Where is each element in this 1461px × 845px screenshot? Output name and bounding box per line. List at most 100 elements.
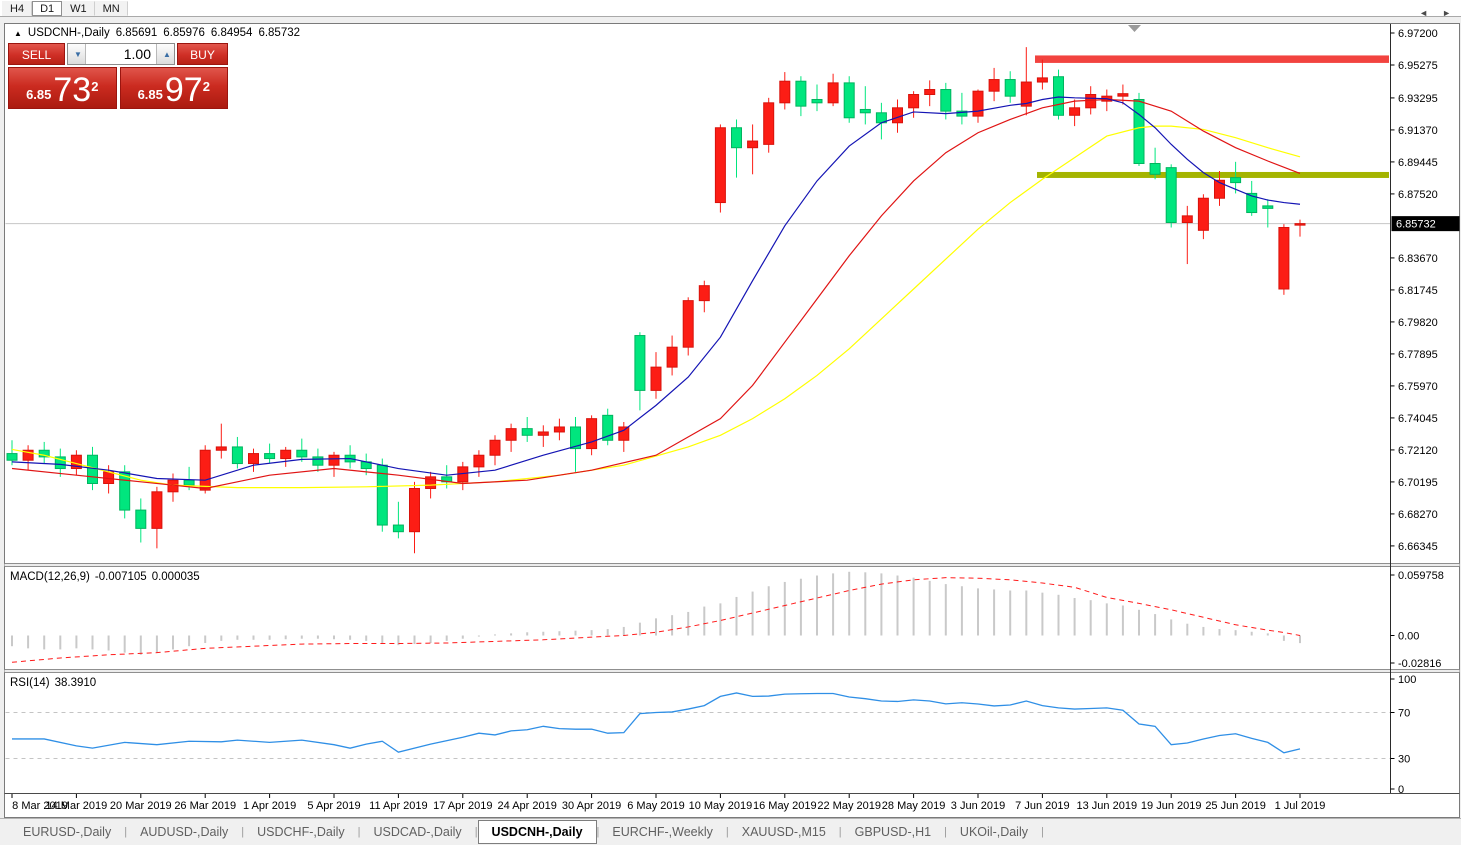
svg-text:28 May 2019: 28 May 2019 — [882, 800, 946, 812]
svg-text:14 Mar 2019: 14 Mar 2019 — [46, 800, 108, 812]
tab-separator: | — [596, 826, 600, 838]
svg-text:0: 0 — [1398, 784, 1404, 796]
quote-close: 6.85732 — [258, 27, 301, 39]
buy-button[interactable]: BUY — [177, 43, 228, 65]
tab-ukoil-daily[interactable]: UKOil-,Daily — [959, 825, 1028, 839]
svg-text:6.89445: 6.89445 — [1398, 157, 1438, 169]
sr-bands-layer — [1035, 55, 1389, 178]
volume-increase-icon[interactable]: ▲ — [156, 44, 174, 64]
ma-mid-red-line — [11, 98, 1301, 490]
buy-price-small: 6.85 — [137, 87, 163, 102]
quote-open: 6.85691 — [115, 27, 158, 39]
timeframe-button-D1[interactable]: D1 — [32, 0, 63, 16]
svg-text:1 Apr 2019: 1 Apr 2019 — [243, 800, 296, 812]
buy-price-big: 97 — [164, 71, 203, 109]
svg-text:6.66345: 6.66345 — [1398, 541, 1438, 553]
tab-separator: | — [1040, 826, 1044, 838]
macd-indicator-label: MACD(12,26,9) -0.007105 0.000035 — [10, 571, 200, 583]
svg-text:6.74045: 6.74045 — [1398, 413, 1438, 425]
svg-text:25 Jun 2019: 25 Jun 2019 — [1205, 800, 1266, 812]
rsi-value: 38.3910 — [54, 677, 97, 689]
svg-text:6.83670: 6.83670 — [1398, 253, 1438, 265]
ma-slow-yellow-line — [11, 125, 1301, 489]
svg-text:5 Apr 2019: 5 Apr 2019 — [307, 800, 360, 812]
tab-eurusd-daily[interactable]: EURUSD-,Daily — [23, 825, 112, 839]
one-click-trading-widget: SELL ▼ ▲ BUY 6.85 73 2 6.85 97 2 — [8, 43, 228, 109]
volume-input[interactable] — [86, 44, 156, 64]
macd-axis: 0.059758 0.00 -0.02816 — [1390, 570, 1444, 670]
svg-text:6 May 2019: 6 May 2019 — [627, 800, 684, 812]
quote-high: 6.85976 — [163, 27, 205, 39]
svg-text:10 May 2019: 10 May 2019 — [689, 800, 753, 812]
rsi-line — [12, 692, 1301, 754]
tab-separator: | — [838, 826, 842, 838]
svg-text:7 Jun 2019: 7 Jun 2019 — [1015, 800, 1069, 812]
tab-usdcnh-daily[interactable]: USDCNH-,Daily — [477, 820, 597, 844]
tab-scroll-left-icon[interactable]: ◄ — [1419, 8, 1429, 18]
svg-text:6.91370: 6.91370 — [1398, 125, 1438, 137]
svg-text:6.95275: 6.95275 — [1398, 60, 1438, 72]
svg-text:70: 70 — [1398, 708, 1410, 720]
svg-text:-0.02816: -0.02816 — [1398, 658, 1441, 670]
svg-text:0.00: 0.00 — [1398, 631, 1419, 643]
tab-scroll-right-icon[interactable]: ► — [1442, 8, 1451, 18]
buy-price-sup: 2 — [202, 79, 210, 94]
rsi-indicator-label: RSI(14) 38.3910 — [10, 677, 96, 689]
svg-text:24 Apr 2019: 24 Apr 2019 — [498, 800, 557, 812]
svg-text:1 Jul 2019: 1 Jul 2019 — [1275, 800, 1326, 812]
timeframe-button-H4[interactable]: H4 — [2, 0, 33, 16]
macd-value-main: -0.007105 — [94, 571, 147, 583]
sell-price-big: 73 — [53, 71, 92, 109]
svg-text:19 Jun 2019: 19 Jun 2019 — [1141, 800, 1202, 812]
timeframe-button-MN[interactable]: MN — [94, 0, 128, 16]
svg-text:6.68270: 6.68270 — [1398, 509, 1438, 521]
svg-text:11 Apr 2019: 11 Apr 2019 — [369, 800, 428, 812]
svg-text:6.75970: 6.75970 — [1398, 381, 1438, 393]
quote-low: 6.84954 — [210, 27, 253, 39]
svg-text:0.059758: 0.059758 — [1398, 570, 1444, 582]
tab-eurchf-weekly[interactable]: EURCHF-,Weekly — [612, 825, 713, 839]
sell-price-sup: 2 — [91, 79, 99, 94]
macd-value-signal: 0.000035 — [151, 571, 200, 583]
macd-pane — [11, 571, 1301, 663]
tab-audusd-daily[interactable]: AUDUSD-,Daily — [140, 825, 229, 839]
tab-usdcad-daily[interactable]: USDCAD-,Daily — [373, 825, 462, 839]
volume-spinner: ▼ ▲ — [67, 43, 175, 65]
volume-decrease-icon[interactable]: ▼ — [68, 44, 86, 64]
rsi-pane — [5, 692, 1391, 759]
tab-separator: | — [725, 826, 729, 838]
svg-text:6.85732: 6.85732 — [1396, 219, 1436, 231]
svg-text:6.70195: 6.70195 — [1398, 477, 1438, 489]
tab-gbpusd-h1[interactable]: GBPUSD-,H1 — [854, 825, 932, 839]
price-axis: 6.97200 6.95275 6.93295 6.91370 6.89445 6.875… — [1390, 28, 1460, 553]
svg-text:26 Mar 2019: 26 Mar 2019 — [174, 800, 236, 812]
chart-tab-bar: EURUSD-,Daily | AUDUSD-,Daily | USDCHF-,Dail… — [0, 818, 1461, 845]
svg-text:100: 100 — [1398, 674, 1416, 686]
tab-usdchf-daily[interactable]: USDCHF-,Daily — [257, 825, 345, 839]
svg-text:17 Apr 2019: 17 Apr 2019 — [433, 800, 492, 812]
tab-separator: | — [241, 826, 245, 838]
svg-text:6.72120: 6.72120 — [1398, 445, 1438, 457]
svg-text:6.79820: 6.79820 — [1398, 317, 1438, 329]
buy-quote-tile[interactable]: 6.85 97 2 — [119, 67, 228, 109]
rsi-axis: 100 70 30 0 — [1390, 674, 1416, 796]
tab-separator: | — [124, 826, 128, 838]
tab-scroll-arrows: ◄ ► — [1419, 8, 1451, 18]
svg-text:22 May 2019: 22 May 2019 — [817, 800, 881, 812]
timeframe-button-W1[interactable]: W1 — [62, 0, 95, 16]
svg-text:20 Mar 2019: 20 Mar 2019 — [110, 800, 172, 812]
tab-xauusd-m15[interactable]: XAUUSD-,M15 — [741, 825, 826, 839]
chart-title: ▲ USDCNH-,Daily 6.85691 6.85976 6.84954 … — [14, 27, 300, 39]
svg-text:13 Jun 2019: 13 Jun 2019 — [1077, 800, 1138, 812]
sell-quote-tile[interactable]: 6.85 73 2 — [8, 67, 117, 109]
tab-separator: | — [357, 826, 361, 838]
collapse-icon[interactable]: ▲ — [14, 28, 22, 38]
svg-text:6.87520: 6.87520 — [1398, 189, 1438, 201]
svg-text:6.93295: 6.93295 — [1398, 93, 1438, 105]
svg-text:6.77895: 6.77895 — [1398, 349, 1438, 361]
svg-text:16 May 2019: 16 May 2019 — [753, 800, 817, 812]
sell-button[interactable]: SELL — [8, 43, 65, 65]
